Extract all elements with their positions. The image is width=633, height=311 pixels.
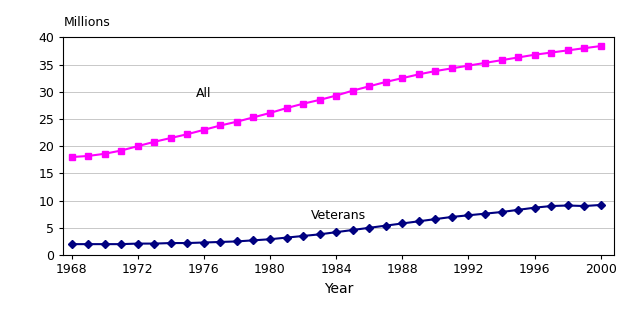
X-axis label: Year: Year <box>324 282 353 296</box>
Text: Veterans: Veterans <box>311 209 367 222</box>
Text: All: All <box>196 87 211 100</box>
Text: Millions: Millions <box>63 16 110 29</box>
